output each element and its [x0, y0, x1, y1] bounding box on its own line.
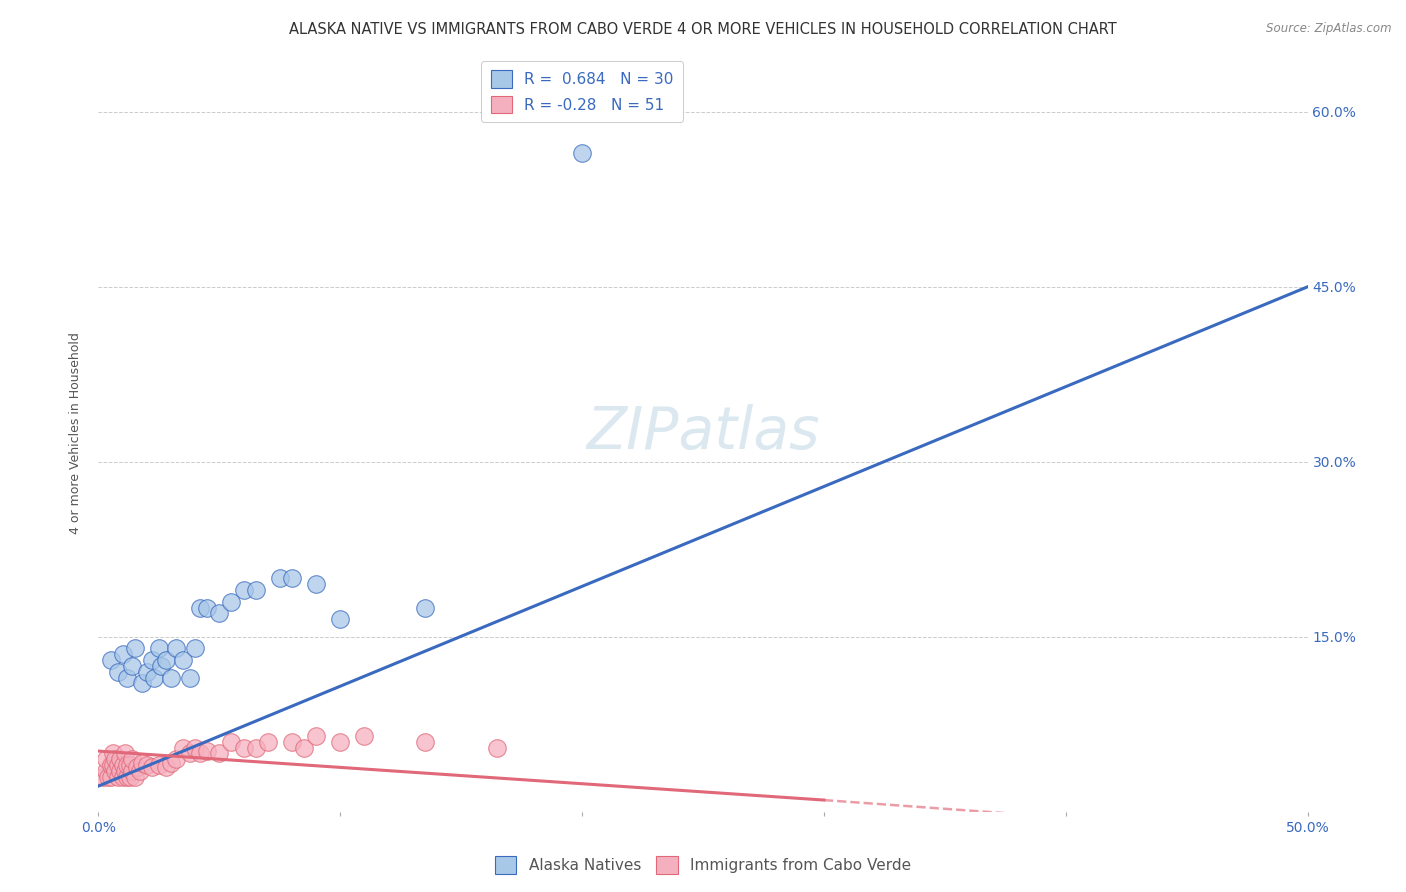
- Point: [195, 744, 218, 758]
- Point: [127, 760, 149, 774]
- Point: [179, 747, 201, 761]
- Point: [329, 735, 352, 749]
- Point: [208, 607, 231, 621]
- Point: [94, 752, 117, 766]
- Point: [111, 758, 134, 772]
- Point: [571, 145, 593, 160]
- Point: [108, 764, 131, 778]
- Point: [107, 665, 129, 679]
- Point: [188, 600, 211, 615]
- Point: [256, 735, 278, 749]
- Point: [91, 770, 114, 784]
- Point: [94, 764, 117, 778]
- Point: [121, 752, 143, 766]
- Point: [160, 671, 183, 685]
- Point: [305, 577, 328, 591]
- Point: [107, 770, 129, 784]
- Point: [155, 760, 177, 774]
- Point: [101, 758, 124, 772]
- Point: [118, 770, 141, 784]
- Point: [104, 752, 127, 766]
- Point: [208, 747, 231, 761]
- Point: [353, 729, 375, 743]
- Point: [195, 600, 218, 615]
- Point: [135, 665, 157, 679]
- Point: [108, 752, 131, 766]
- Text: Source: ZipAtlas.com: Source: ZipAtlas.com: [1267, 22, 1392, 36]
- Point: [124, 641, 146, 656]
- Point: [269, 571, 291, 585]
- Point: [135, 758, 157, 772]
- Legend: Alaska Natives, Immigrants from Cabo Verde: Alaska Natives, Immigrants from Cabo Ver…: [489, 850, 917, 880]
- Point: [143, 671, 166, 685]
- Point: [141, 653, 163, 667]
- Point: [100, 653, 122, 667]
- Point: [184, 641, 207, 656]
- Point: [107, 758, 129, 772]
- Point: [150, 659, 173, 673]
- Point: [121, 764, 143, 778]
- Point: [245, 583, 267, 598]
- Point: [165, 752, 187, 766]
- Point: [179, 671, 201, 685]
- Point: [329, 612, 352, 626]
- Point: [160, 756, 183, 770]
- Point: [245, 740, 267, 755]
- Point: [165, 641, 187, 656]
- Point: [232, 740, 254, 755]
- Point: [114, 764, 136, 778]
- Point: [281, 735, 304, 749]
- Point: [413, 735, 436, 749]
- Point: [117, 770, 139, 784]
- Point: [486, 740, 509, 755]
- Point: [101, 747, 124, 761]
- Point: [114, 747, 136, 761]
- Point: [232, 583, 254, 598]
- Y-axis label: 4 or more Vehicles in Household: 4 or more Vehicles in Household: [69, 332, 83, 533]
- Point: [128, 764, 150, 778]
- Text: ALASKA NATIVE VS IMMIGRANTS FROM CABO VERDE 4 OR MORE VEHICLES IN HOUSEHOLD CORR: ALASKA NATIVE VS IMMIGRANTS FROM CABO VE…: [290, 22, 1116, 37]
- Point: [100, 758, 122, 772]
- Point: [148, 758, 170, 772]
- Point: [117, 671, 139, 685]
- Point: [104, 764, 127, 778]
- Point: [292, 740, 315, 755]
- Point: [111, 647, 134, 661]
- Point: [172, 653, 194, 667]
- Point: [118, 758, 141, 772]
- Point: [184, 740, 207, 755]
- Point: [281, 571, 304, 585]
- Point: [117, 758, 139, 772]
- Point: [148, 641, 170, 656]
- Point: [188, 747, 211, 761]
- Point: [141, 760, 163, 774]
- Point: [305, 729, 328, 743]
- Point: [172, 740, 194, 755]
- Point: [131, 756, 153, 770]
- Point: [111, 770, 134, 784]
- Point: [221, 595, 243, 609]
- Point: [100, 770, 122, 784]
- Legend: R =  0.684   N = 30, R = -0.28   N = 51: R = 0.684 N = 30, R = -0.28 N = 51: [481, 62, 683, 122]
- Point: [124, 770, 146, 784]
- Point: [97, 770, 120, 784]
- Point: [413, 600, 436, 615]
- Text: ZIPatlas: ZIPatlas: [586, 404, 820, 461]
- Point: [155, 653, 177, 667]
- Point: [221, 735, 243, 749]
- Point: [121, 659, 143, 673]
- Point: [131, 676, 153, 690]
